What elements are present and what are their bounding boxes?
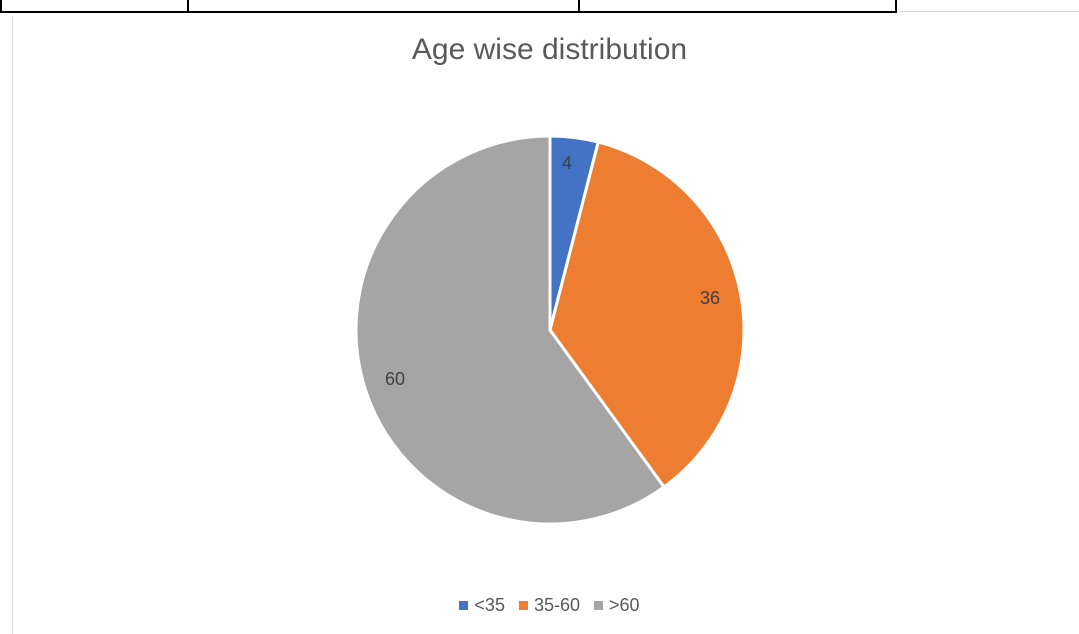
- chart-legend: <35 35-60 >60: [0, 595, 1079, 616]
- legend-item: >60: [594, 595, 640, 616]
- data-label: 60: [385, 369, 405, 389]
- legend-label: >60: [609, 595, 640, 616]
- data-label: 36: [700, 288, 720, 308]
- legend-item: <35: [459, 595, 505, 616]
- legend-label: <35: [474, 595, 505, 616]
- legend-swatch: [459, 601, 468, 610]
- legend-item: 35-60: [519, 595, 580, 616]
- data-label: 4: [562, 153, 572, 173]
- legend-swatch: [594, 601, 603, 610]
- legend-label: 35-60: [534, 595, 580, 616]
- legend-swatch: [519, 601, 528, 610]
